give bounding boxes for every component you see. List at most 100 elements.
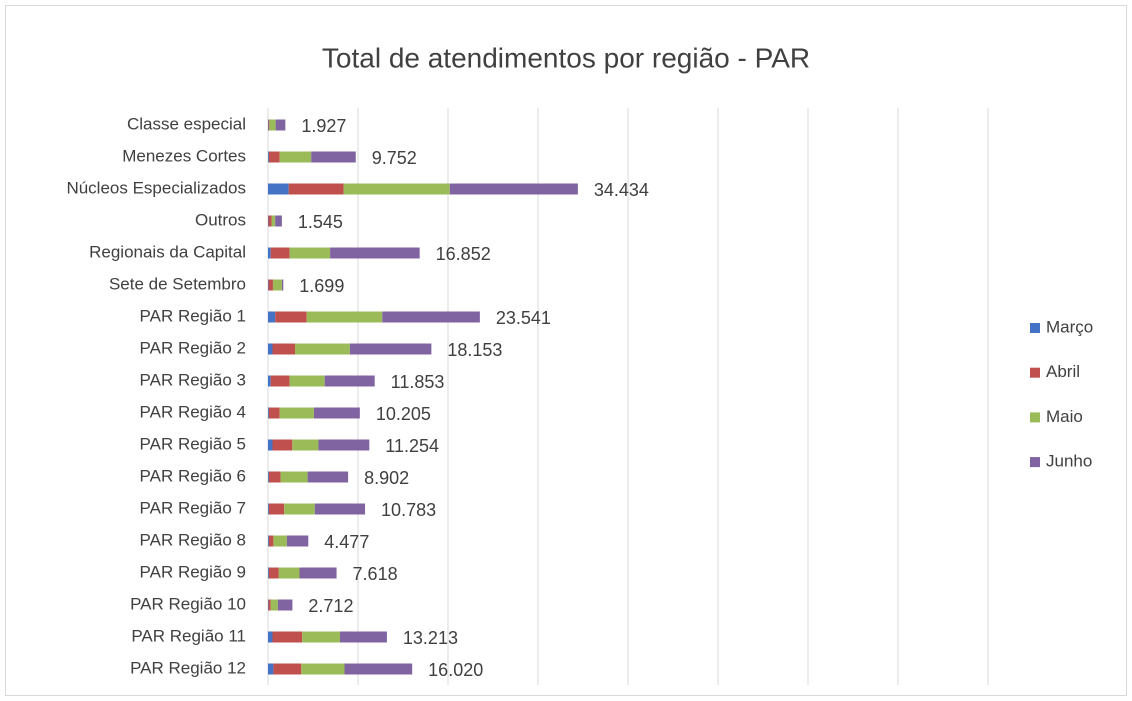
bar-segment [268, 375, 271, 387]
y-tick-label: PAR Região 5 [140, 434, 246, 453]
y-tick-label: PAR Região 10 [130, 594, 246, 613]
y-tick-label: Núcleos Especializados [66, 178, 246, 197]
bar-segment [324, 375, 375, 387]
bar-segment [270, 375, 290, 387]
bar-segment [280, 471, 308, 483]
bar-segment [344, 663, 413, 675]
bar-segment [449, 183, 578, 195]
y-tick-label: PAR Região 1 [140, 306, 246, 325]
total-label: 4.477 [324, 532, 369, 552]
bar-segment [349, 343, 432, 355]
legend-swatch [1030, 367, 1040, 378]
bar-segment [270, 599, 278, 611]
bar-segment [268, 535, 269, 547]
bar-segment [273, 535, 287, 547]
bar-segment [272, 343, 295, 355]
bar-segment [268, 567, 269, 579]
legend-label: Abril [1046, 362, 1080, 381]
bar-segment [275, 215, 282, 227]
bar-segment [343, 183, 450, 195]
bar-segment [289, 247, 331, 259]
bar-segment [272, 439, 293, 451]
y-tick-label: PAR Região 6 [140, 466, 246, 485]
total-label: 13.213 [403, 628, 458, 648]
legend-swatch [1030, 412, 1040, 423]
bar-segment [313, 407, 360, 419]
bar-segment [279, 151, 312, 163]
bar-segment [286, 535, 309, 547]
total-label: 9.752 [372, 148, 417, 168]
legend-label: Maio [1046, 407, 1083, 426]
y-tick-label: Outros [195, 210, 246, 229]
bar-segment [268, 311, 276, 323]
bar-segment [272, 279, 282, 291]
bar-segment [268, 343, 273, 355]
bar-segment [295, 343, 350, 355]
total-label: 10.205 [376, 404, 431, 424]
total-label: 18.153 [447, 340, 502, 360]
bar-segment [277, 599, 293, 611]
bar-segment [268, 151, 269, 163]
total-label: 8.902 [364, 468, 409, 488]
bar-segment [273, 663, 302, 675]
bar-segment [268, 119, 270, 131]
bar-segment [268, 151, 280, 163]
y-tick-label: Sete de Setembro [109, 274, 246, 293]
legend-label: Junho [1046, 452, 1092, 471]
bar-segment [382, 311, 480, 323]
bar-segment [340, 631, 387, 643]
bar-segment [275, 119, 286, 131]
total-label: 10.783 [381, 500, 436, 520]
bar-segment [268, 279, 273, 291]
total-label: 16.852 [436, 244, 491, 264]
total-label: 2.712 [308, 596, 353, 616]
bar-segment [268, 407, 280, 419]
total-label: 7.618 [353, 564, 398, 584]
bar-segment [268, 599, 271, 611]
total-label: 1.927 [301, 116, 346, 136]
bar-segment [289, 375, 325, 387]
bar-segment [268, 503, 269, 515]
bar-segment [288, 183, 344, 195]
bar-segment [302, 631, 340, 643]
y-tick-label: PAR Região 2 [140, 338, 246, 357]
bar-segment [268, 215, 272, 227]
bar-segment [268, 471, 269, 483]
y-tick-label: PAR Região 3 [140, 370, 246, 389]
y-tick-label: PAR Região 9 [140, 562, 246, 581]
y-tick-label: Classe especial [127, 114, 246, 133]
bar-segment [281, 279, 284, 291]
total-label: 1.545 [298, 212, 343, 232]
bar-segment [268, 247, 271, 259]
bar-segment [268, 631, 273, 643]
bar-segment [268, 503, 285, 515]
chart-title: Total de atendimentos por região - PAR [322, 42, 810, 73]
bar-segment [268, 407, 269, 419]
chart-border [5, 5, 1127, 696]
bar-segment [271, 215, 276, 227]
bar-segment [268, 439, 273, 451]
legend-label: Março [1046, 317, 1093, 336]
bar-segment [268, 567, 279, 579]
bar-segment [268, 535, 274, 547]
total-label: 23.541 [496, 308, 551, 328]
bar-segment [299, 567, 337, 579]
bar-segment [330, 247, 420, 259]
bar-segment [301, 663, 345, 675]
y-tick-label: PAR Região 11 [131, 626, 246, 645]
legend-swatch [1030, 457, 1040, 468]
y-tick-label: Menezes Cortes [122, 146, 246, 165]
bar-segment [318, 439, 370, 451]
total-label: 16.020 [428, 660, 483, 680]
total-label: 34.434 [594, 180, 649, 200]
bar-segment [307, 471, 349, 483]
y-tick-label: PAR Região 8 [140, 530, 246, 549]
legend-swatch [1030, 323, 1040, 333]
bar-segment [269, 119, 276, 131]
y-tick-label: PAR Região 12 [130, 658, 246, 677]
y-tick-label: PAR Região 7 [140, 498, 246, 517]
bar-segment [268, 663, 274, 675]
total-label: 11.853 [391, 372, 445, 392]
total-label: 1.699 [299, 276, 344, 296]
